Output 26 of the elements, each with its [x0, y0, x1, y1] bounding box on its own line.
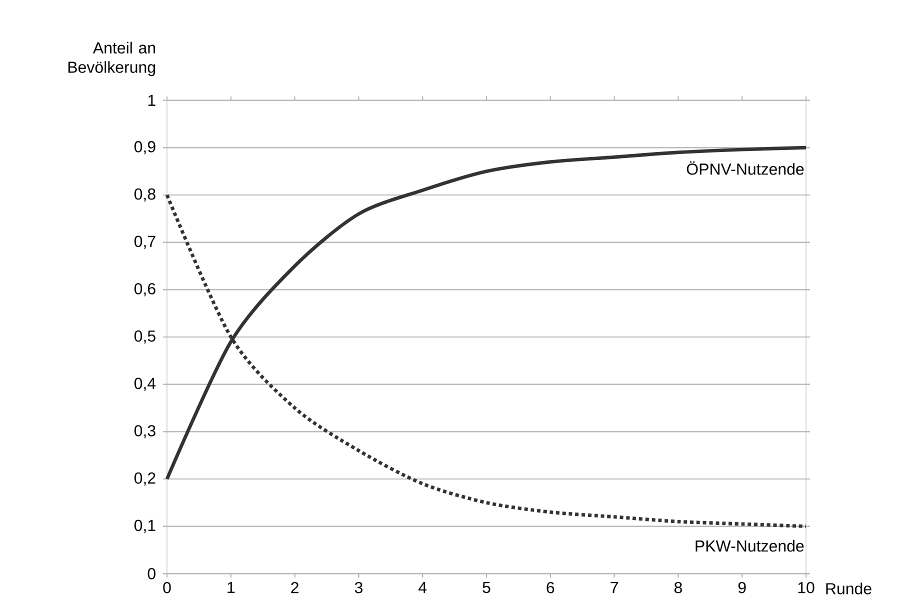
series-label: ÖPNV-Nutzende	[686, 161, 804, 175]
x-tick-label: 0	[163, 582, 171, 594]
y-tick-label: 1	[148, 94, 156, 106]
x-tick-label: 4	[418, 582, 427, 593]
y-tick-label: 0,6	[134, 283, 156, 296]
x-tick-label: 1	[228, 582, 235, 593]
y-tick-label: 0,9	[134, 141, 156, 154]
y-axis-title: Anteil an Bevölkerung	[68, 42, 156, 76]
y-tick-label: 0,8	[134, 188, 156, 202]
y-tick-label: 0,1	[134, 520, 156, 533]
x-tick-label: 3	[354, 582, 362, 594]
y-tick-label: 0,7	[134, 236, 156, 249]
y-tick-label: 0	[148, 568, 156, 580]
x-tick-label: 6	[546, 582, 554, 594]
y-tick-label: 0,3	[134, 425, 156, 438]
y-tick-label: 0,4	[134, 378, 156, 391]
x-tick-label: 10	[798, 582, 814, 594]
x-tick-label: 5	[482, 582, 490, 594]
y-tick-label: 0,5	[134, 330, 156, 344]
x-tick-label: 7	[610, 582, 618, 593]
y-tick-label: 0,2	[134, 472, 156, 486]
series-label: PKW-Nutzende	[696, 540, 804, 552]
x-tick-label: 8	[674, 582, 682, 594]
x-tick-label: 2	[291, 582, 298, 594]
x-axis-title: Runde	[826, 582, 872, 594]
x-tick-label: 9	[738, 582, 746, 594]
